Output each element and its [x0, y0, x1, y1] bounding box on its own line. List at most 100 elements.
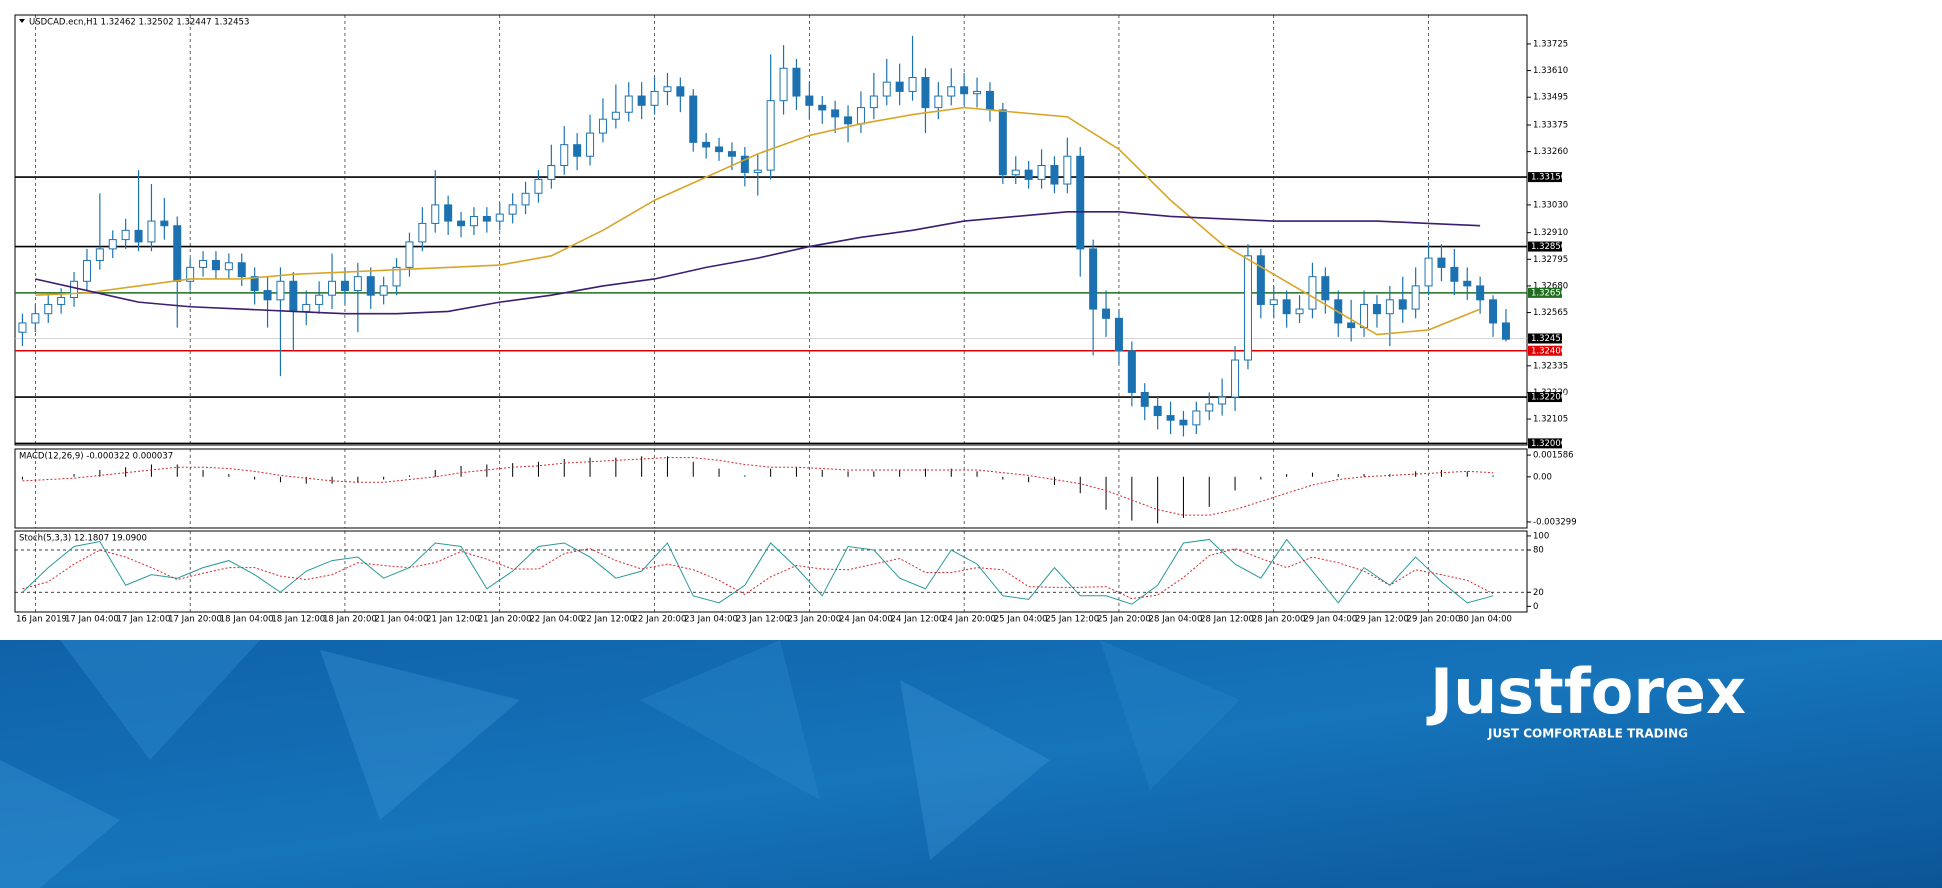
y-tick-label: 1.32795: [1533, 255, 1568, 265]
candle-body: [1295, 308, 1304, 315]
candle-body: [1127, 350, 1136, 393]
candle-body: [611, 111, 620, 120]
candle-body: [379, 285, 388, 296]
x-tick-label: 18 Jan 04:00: [220, 615, 274, 625]
candle-body: [766, 100, 775, 171]
banner: [0, 640, 1942, 888]
panel-frame: [14, 530, 1528, 613]
candle-body: [1063, 155, 1072, 185]
x-tick-label: 22 Jan 12:00: [581, 615, 635, 625]
x-tick-label: 28 Jan 20:00: [1252, 615, 1306, 625]
candle-body: [908, 77, 917, 92]
x-tick-label: 21 Jan 20:00: [478, 615, 532, 625]
candle-body: [727, 151, 736, 157]
stoch-signal: [22, 548, 1494, 600]
candle-body: [1411, 285, 1420, 310]
banner-shape: [640, 640, 820, 800]
y-tick-label: 1.33260: [1533, 147, 1568, 157]
candle-body: [818, 104, 827, 111]
candle-body: [689, 95, 698, 143]
candle-body: [418, 222, 427, 243]
candle-body: [1256, 255, 1265, 305]
y-tick-label: 1.33495: [1533, 93, 1568, 103]
candle-body: [921, 77, 930, 109]
moving-average: [35, 211, 1481, 315]
x-tick-label: 23 Jan 20:00: [787, 615, 841, 625]
candle-body: [108, 239, 117, 250]
x-tick-label: 25 Jan 04:00: [994, 615, 1048, 625]
candle-body: [702, 141, 711, 148]
panel-title: Stoch(5,3,3) 12.1807 19.0900: [19, 534, 147, 544]
level-label: 1.33150: [1531, 173, 1566, 183]
x-tick-label: 28 Jan 04:00: [1149, 615, 1203, 625]
candle-body: [895, 81, 904, 92]
x-tick-label: 29 Jan 12:00: [1355, 615, 1409, 625]
candle-body: [1037, 165, 1046, 180]
menu-arrow: [19, 19, 25, 23]
level-label: 1.32400: [1531, 346, 1566, 356]
candle-body: [199, 259, 208, 268]
x-tick-label: 21 Jan 04:00: [375, 615, 429, 625]
candle-body: [57, 296, 66, 305]
candle-body: [547, 165, 556, 180]
candle-body: [1463, 280, 1472, 287]
candle-body: [856, 107, 865, 125]
y-tick-label: 1.33725: [1533, 39, 1568, 49]
candle-body: [1282, 299, 1291, 315]
candle-body: [134, 229, 143, 243]
y-tick-label: 1.32910: [1533, 228, 1568, 238]
candle-body: [508, 204, 517, 215]
level-label-box: [1528, 345, 1562, 356]
y-tick-label: 0.001586: [1533, 451, 1574, 461]
candle-body: [624, 95, 633, 113]
candle-body: [1166, 415, 1175, 421]
x-tick-label: 17 Jan 12:00: [117, 615, 171, 625]
candle-body: [947, 86, 956, 97]
y-tick-label: 100: [1533, 531, 1549, 541]
x-tick-label: 29 Jan 04:00: [1303, 615, 1357, 625]
y-tick-label: 0: [1533, 602, 1538, 612]
x-tick-label: 22 Jan 20:00: [633, 615, 687, 625]
x-tick-label: 16 Jan 2019: [16, 615, 67, 625]
x-tick-label: 17 Jan 20:00: [168, 615, 222, 625]
candle-body: [1385, 299, 1394, 315]
candle-body: [1179, 419, 1188, 426]
candle-body: [960, 86, 969, 95]
candle-body: [1450, 266, 1459, 282]
candle-body: [1050, 165, 1059, 185]
level-label-box: [1528, 172, 1562, 183]
candle-body: [495, 213, 504, 222]
banner-shape: [0, 760, 120, 888]
logo: Justforex: [1426, 655, 1746, 728]
candle-body: [211, 259, 220, 271]
y-tick-label: 1.32680: [1533, 281, 1568, 291]
candle-body: [1102, 308, 1111, 319]
candle-body: [1398, 299, 1407, 310]
candle-body: [1437, 257, 1446, 268]
candle-body: [276, 280, 285, 301]
x-tick-label: 18 Jan 20:00: [323, 615, 377, 625]
candle-body: [753, 169, 762, 173]
banner-shape: [60, 640, 260, 760]
candle-body: [1360, 303, 1369, 329]
banner-shape: [1100, 640, 1240, 790]
candle-body: [392, 266, 401, 287]
stoch-main: [22, 538, 1494, 605]
level-label-box: [1528, 241, 1562, 252]
candle-body: [1372, 303, 1381, 315]
candle-body: [831, 109, 840, 118]
candle-body: [637, 95, 646, 106]
candle-body: [431, 204, 440, 224]
x-tick-label: 22 Jan 04:00: [529, 615, 583, 625]
x-tick-label: 29 Jan 20:00: [1407, 615, 1461, 625]
candle-body: [1192, 410, 1201, 426]
candle-body: [1231, 359, 1240, 398]
candle-body: [95, 248, 104, 261]
y-tick-label: 1.32565: [1533, 308, 1568, 318]
y-tick-label: 0.00: [1533, 472, 1552, 482]
candle-body: [263, 290, 272, 301]
candle-body: [844, 116, 853, 125]
candle-body: [650, 90, 659, 106]
x-tick-label: 17 Jan 04:00: [65, 615, 119, 625]
candle-body: [366, 276, 375, 296]
